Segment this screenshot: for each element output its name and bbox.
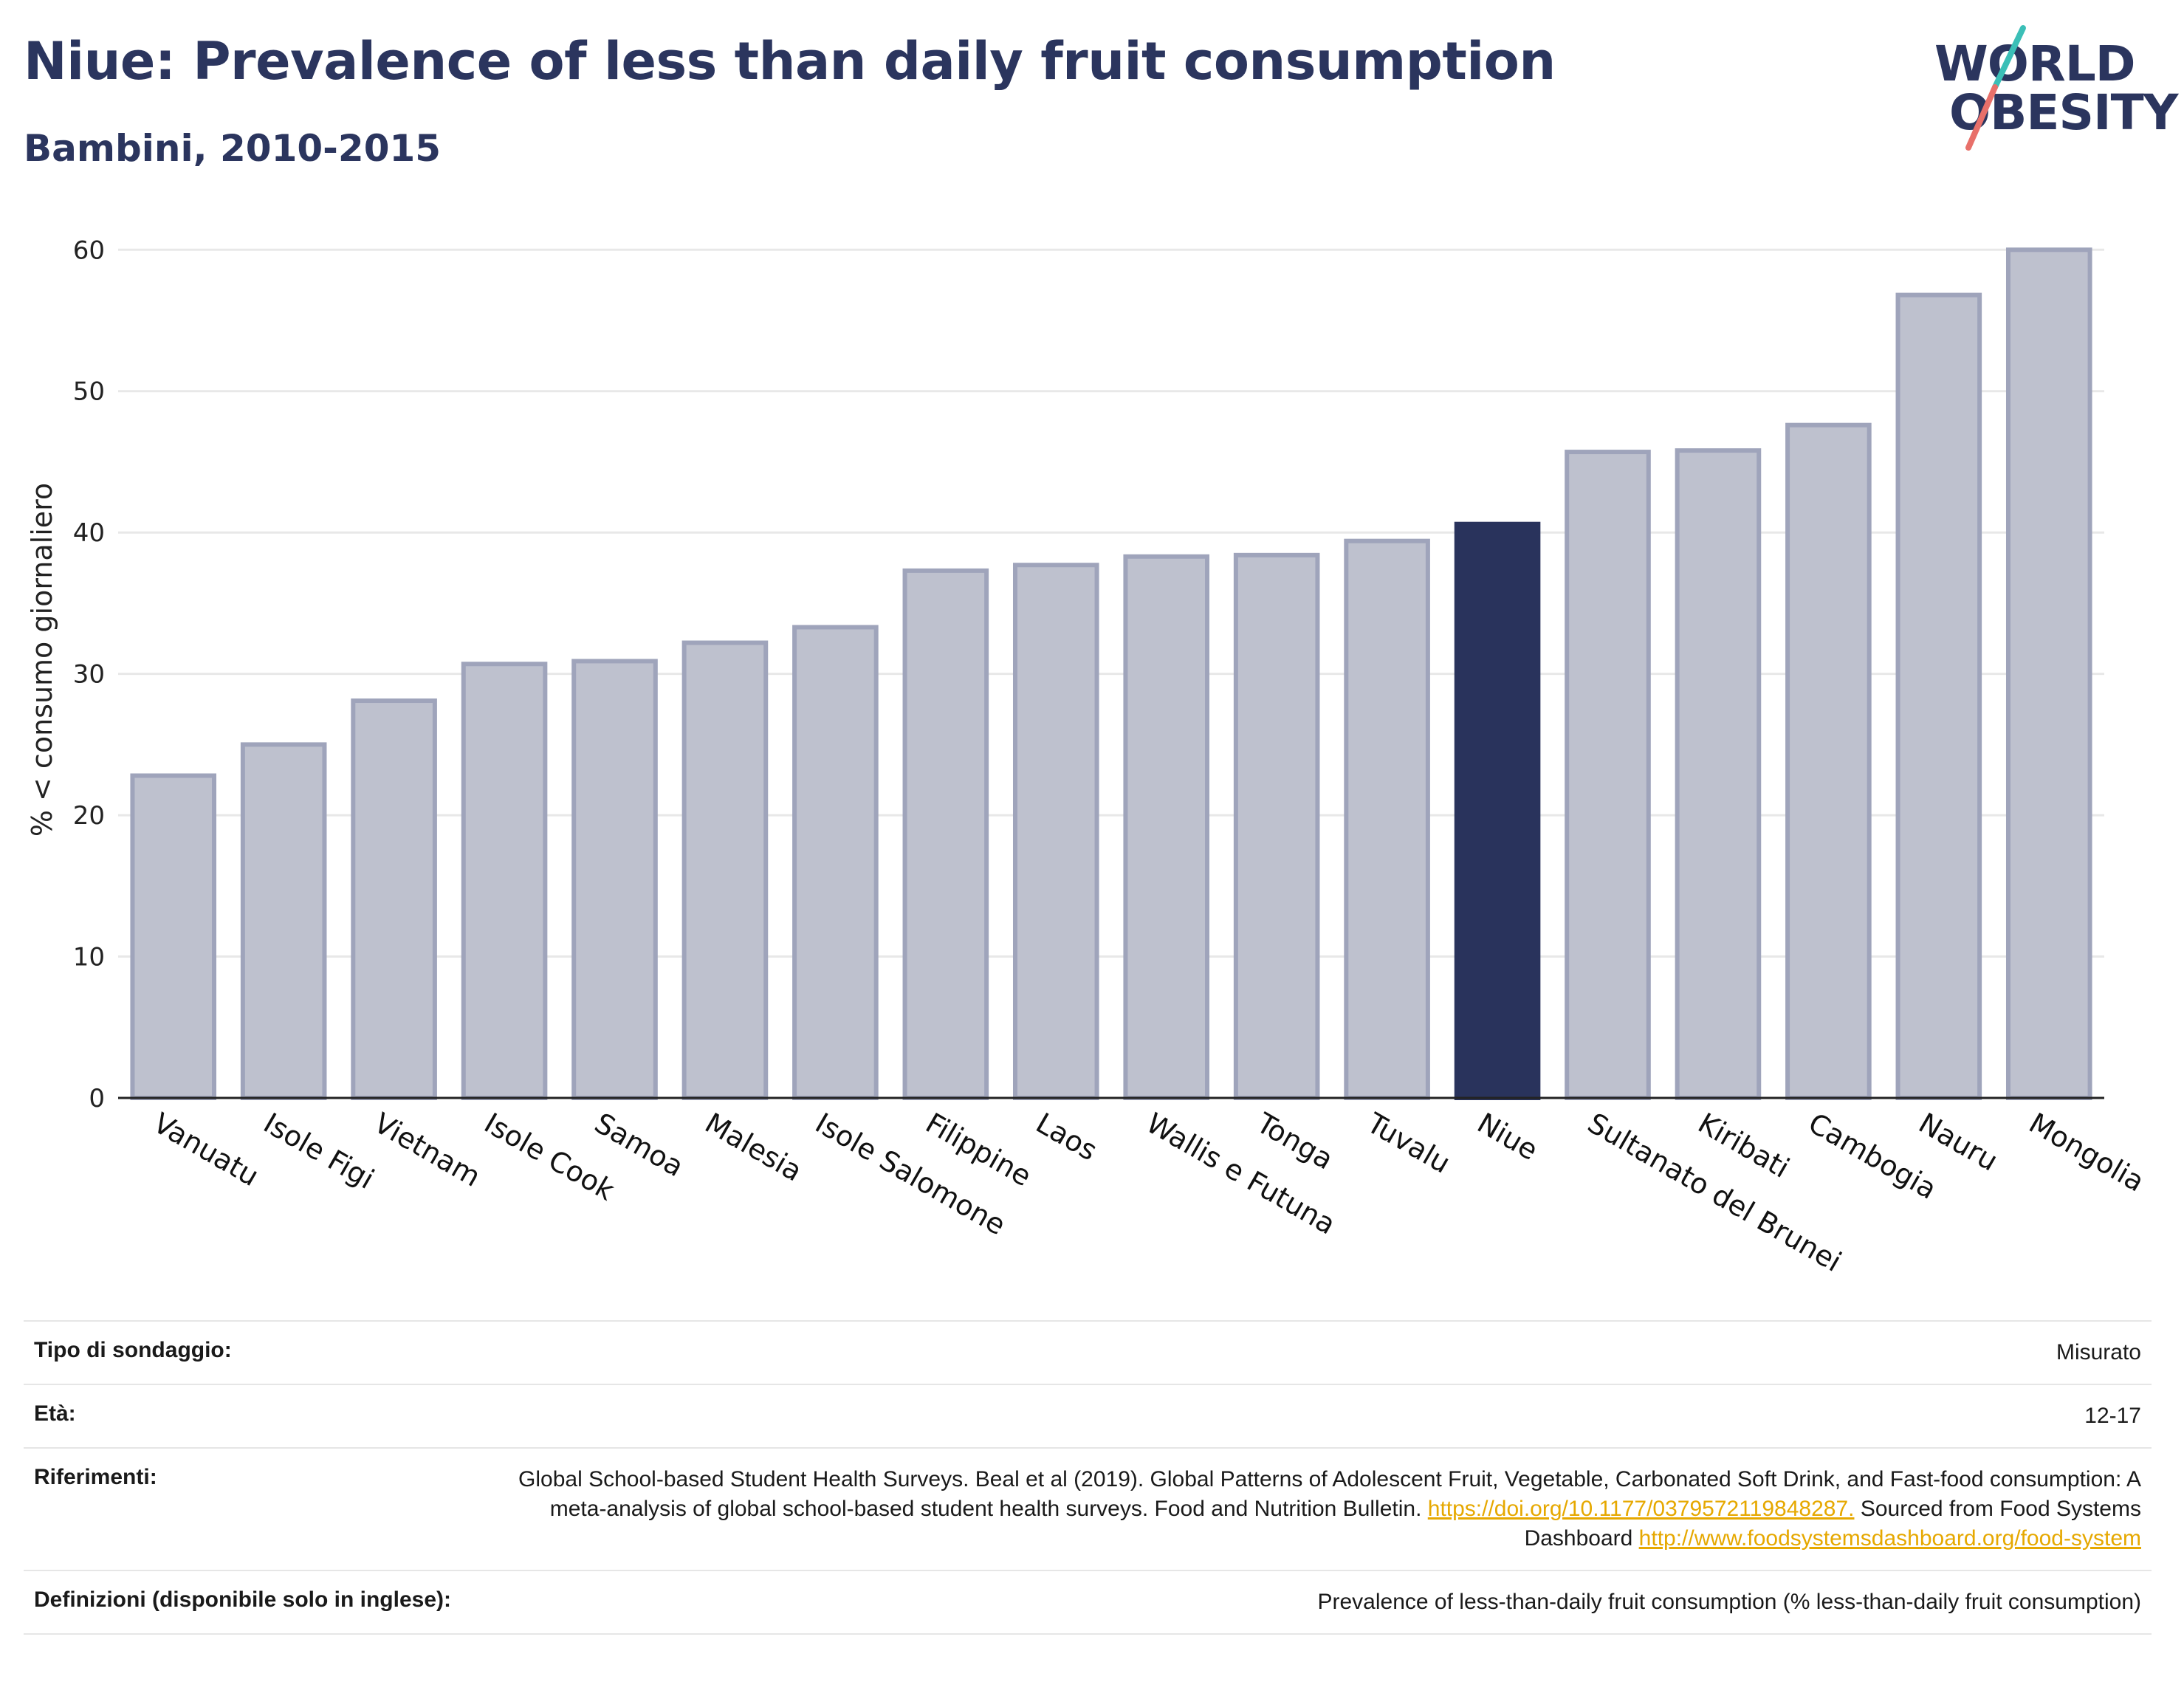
bar	[2005, 247, 2092, 1101]
definitions-label: Definizioni (disponibile solo in inglese…	[34, 1587, 452, 1612]
x-tick-label: Tuvalu	[1361, 1106, 1455, 1180]
page-subtitle: Bambini, 2010-2015	[24, 127, 442, 170]
info-row-age: Età: 12-17	[24, 1384, 2152, 1447]
x-tick-label: Laos	[1031, 1107, 1103, 1167]
bar	[461, 662, 548, 1100]
x-tick-label: Wallis e Futuna	[1141, 1107, 1341, 1241]
bar	[1785, 422, 1872, 1100]
age-value: 12-17	[2084, 1404, 2141, 1428]
references-label: Riferimenti:	[34, 1465, 157, 1489]
y-tick-label: 30	[73, 660, 105, 690]
y-tick-label: 0	[89, 1084, 105, 1113]
x-tick-label: Vietnam	[368, 1107, 486, 1193]
bar	[351, 698, 437, 1100]
x-tick-label: Niue	[1472, 1107, 1544, 1167]
info-table: Tipo di sondaggio: Misurato Età: 12-17 R…	[24, 1320, 2152, 1635]
bar	[1123, 554, 1210, 1101]
info-row-survey: Tipo di sondaggio: Misurato	[24, 1320, 2152, 1384]
doi-link[interactable]: https://doi.org/10.1177/0379572119848287…	[1427, 1497, 1855, 1521]
x-tick-label: Vanuatu	[148, 1107, 264, 1192]
references-source-text: Sourced from Food Systems Dashboard	[1524, 1497, 2141, 1551]
bar	[1454, 521, 1541, 1100]
x-tick-label: Isole Figi	[258, 1107, 380, 1195]
bar	[1895, 292, 1982, 1101]
logo-line-1: WORLD	[1934, 35, 2136, 92]
x-tick-label: Malesia	[699, 1107, 807, 1188]
bar	[571, 659, 658, 1100]
bar	[130, 773, 217, 1100]
references-text: Global School-based Student Health Surve…	[518, 1467, 2141, 1521]
bar	[902, 568, 989, 1100]
references-value: Global School-based Student Health Surve…	[517, 1465, 2141, 1553]
survey-type-label: Tipo di sondaggio:	[34, 1338, 232, 1362]
bar-chart: 0 10 20 30 40 50 60 % < consumo giornaliero Vanu…	[26, 236, 2150, 1278]
logo-slash-icon	[1965, 25, 2026, 151]
survey-type-value: Misurato	[2056, 1340, 2141, 1364]
y-tick-label: 20	[73, 801, 105, 831]
bar	[681, 640, 769, 1100]
bar	[1233, 552, 1320, 1100]
x-tick-label: Isole Salomone	[810, 1107, 1011, 1242]
definitions-value: Prevalence of less-than-daily fruit cons…	[1317, 1590, 2142, 1614]
x-tick-label: Tonga	[1251, 1106, 1339, 1175]
y-tick-label: 60	[73, 236, 105, 265]
x-tick-label: Nauru	[1913, 1107, 2003, 1178]
bar	[1675, 448, 1762, 1100]
y-axis-label: % < consumo giornaliero	[26, 483, 58, 837]
world-obesity-logo: WORLD OBESITY	[1920, 22, 2178, 155]
bar	[792, 625, 879, 1100]
info-row-references: Riferimenti: Global School-based Student…	[24, 1447, 2152, 1570]
bar	[1565, 450, 1651, 1101]
bar	[240, 742, 327, 1100]
x-tick-label: Mongolia	[2024, 1107, 2150, 1198]
bar	[1344, 538, 1430, 1100]
info-row-definitions: Definizioni (disponibile solo in inglese…	[24, 1570, 2152, 1635]
y-tick-label: 10	[73, 943, 105, 972]
food-systems-link[interactable]: http://www.foodsystemsdashboard.org/food…	[1638, 1526, 2141, 1551]
page-title: Niue: Prevalence of less than daily frui…	[24, 31, 1556, 92]
y-tick-label: 40	[73, 518, 105, 548]
bar	[1012, 563, 1099, 1100]
age-label: Età:	[34, 1401, 76, 1426]
y-tick-label: 50	[73, 377, 105, 407]
logo-line-2: OBESITY	[1949, 84, 2178, 141]
